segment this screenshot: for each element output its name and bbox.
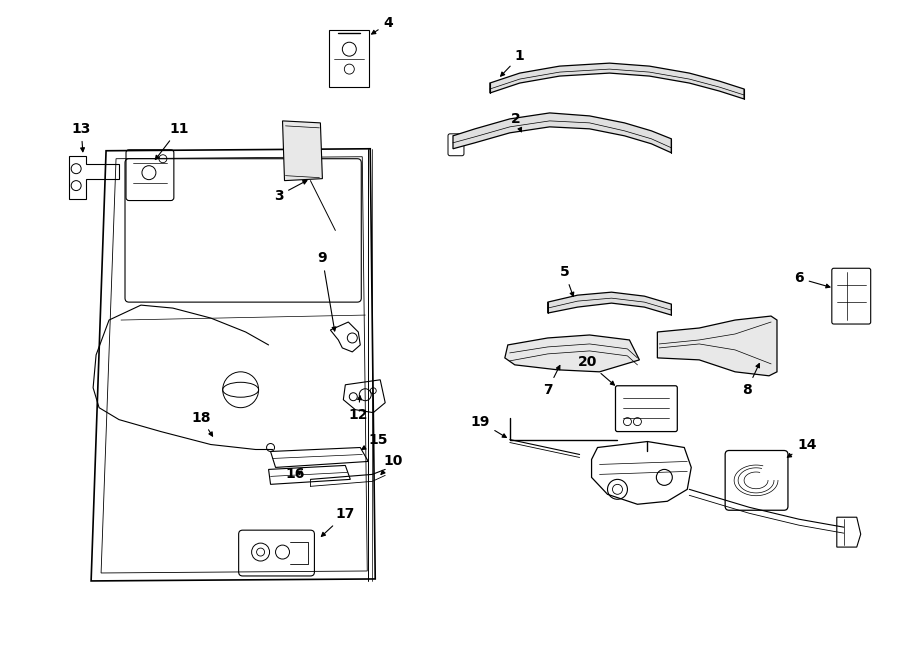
Polygon shape [505, 335, 639, 372]
Text: 12: 12 [348, 396, 368, 422]
Text: 13: 13 [71, 122, 91, 152]
Text: 10: 10 [381, 455, 403, 475]
Text: 2: 2 [511, 112, 521, 132]
Text: 9: 9 [318, 251, 336, 331]
Text: 3: 3 [274, 180, 307, 202]
Text: 11: 11 [156, 122, 189, 159]
Text: 19: 19 [470, 414, 507, 438]
Text: 17: 17 [321, 507, 355, 536]
Text: 1: 1 [500, 49, 525, 76]
Text: 18: 18 [191, 410, 212, 436]
Text: 7: 7 [543, 366, 560, 397]
Text: 14: 14 [788, 438, 816, 457]
Polygon shape [453, 113, 671, 153]
Polygon shape [490, 63, 744, 99]
Text: 5: 5 [560, 265, 574, 296]
Text: 20: 20 [578, 355, 615, 385]
Polygon shape [283, 121, 322, 180]
Text: 8: 8 [742, 364, 760, 397]
Polygon shape [548, 292, 671, 315]
Text: 4: 4 [372, 17, 393, 34]
Text: 15: 15 [362, 432, 388, 449]
Text: 6: 6 [794, 271, 830, 288]
Text: 16: 16 [286, 467, 305, 481]
Polygon shape [657, 316, 777, 376]
